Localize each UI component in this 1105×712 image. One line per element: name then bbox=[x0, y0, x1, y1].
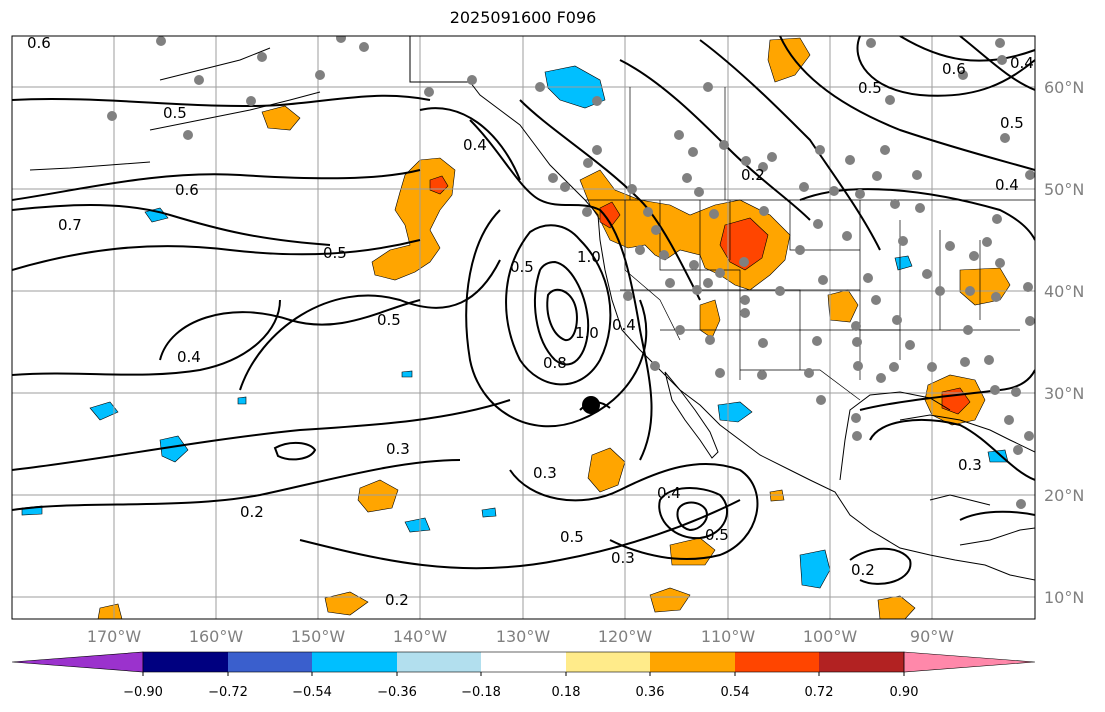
lon-label: 160°W bbox=[189, 627, 244, 646]
lon-label: 130°W bbox=[496, 627, 551, 646]
contour-label: 0.5 bbox=[163, 104, 187, 122]
colorbar-tick-label: −0.72 bbox=[208, 685, 248, 700]
colorbar: −0.90 −0.72 −0.54 −0.36 −0.18 0.18 0.36 … bbox=[11, 651, 1036, 700]
contour-label: 0.4 bbox=[177, 348, 201, 366]
lat-label: 20°N bbox=[1044, 486, 1084, 505]
lon-label: 100°W bbox=[803, 627, 858, 646]
colorbar-segment bbox=[143, 652, 228, 672]
colorbar-tick-label: −0.54 bbox=[292, 685, 332, 700]
colorbar-segment bbox=[312, 652, 397, 672]
station-dots bbox=[107, 36, 1035, 509]
contour-label-group: 0.6 0.5 0.6 0.7 0.5 0.5 0.4 0.3 0.2 0.4 … bbox=[27, 34, 1034, 609]
colorbar-tick-label: 0.36 bbox=[636, 685, 665, 700]
contour-label: 0.4 bbox=[463, 136, 487, 154]
lon-label: 140°W bbox=[393, 627, 448, 646]
colorbar-tick-label: −0.36 bbox=[377, 685, 417, 700]
contour-label: 0.7 bbox=[58, 216, 82, 234]
contour-label: 0.5 bbox=[858, 79, 882, 97]
contour-lines bbox=[12, 36, 1035, 585]
colorbar-segment bbox=[397, 652, 481, 672]
colorbar-tick-label: −0.90 bbox=[123, 685, 163, 700]
map-frame bbox=[11, 35, 1036, 620]
contour-label: 0.2 bbox=[851, 561, 875, 579]
contour-label: 0.4 bbox=[1010, 54, 1034, 72]
lon-label: 150°W bbox=[291, 627, 346, 646]
contour-label: 0.2 bbox=[385, 591, 409, 609]
contour-label: 0.5 bbox=[377, 311, 401, 329]
lat-label: 60°N bbox=[1044, 78, 1084, 97]
contour-label: 0.3 bbox=[958, 456, 982, 474]
contour-label: 0.5 bbox=[510, 258, 534, 276]
contour-label: 0.2 bbox=[741, 166, 765, 184]
state-borders bbox=[585, 87, 1035, 401]
colorbar-tick-label: −0.18 bbox=[461, 685, 501, 700]
colorbar-tick-label: 0.90 bbox=[890, 685, 919, 700]
colorbar-tick-label: 0.54 bbox=[721, 685, 750, 700]
contour-label: 1.0 bbox=[577, 248, 601, 266]
contour-label: 0.3 bbox=[386, 440, 410, 458]
contour-label: 0.4 bbox=[657, 484, 681, 502]
latitude-labels: 60°N 50°N 40°N 30°N 20°N 10°N bbox=[1044, 78, 1084, 607]
contour-label: 0.5 bbox=[1000, 114, 1024, 132]
colorbar-segment bbox=[819, 652, 904, 672]
lat-label: 10°N bbox=[1044, 588, 1084, 607]
colorbar-tick-label: 0.72 bbox=[805, 685, 834, 700]
gridlines bbox=[12, 36, 1035, 619]
contour-label: 0.8 bbox=[543, 354, 567, 372]
colorbar-segment bbox=[566, 652, 650, 672]
contour-label: 0.6 bbox=[942, 60, 966, 78]
longitude-labels: 170°W 160°W 150°W 140°W 130°W 120°W 110°… bbox=[87, 627, 954, 646]
colorbar-tick-label: 0.18 bbox=[552, 685, 581, 700]
lat-label: 50°N bbox=[1044, 180, 1084, 199]
colorbar-segment bbox=[481, 652, 566, 672]
contour-label: 0.3 bbox=[533, 464, 557, 482]
contour-label: 0.3 bbox=[611, 549, 635, 567]
lat-label: 30°N bbox=[1044, 384, 1084, 403]
contour-label: 0.6 bbox=[27, 34, 51, 52]
center-point-marker bbox=[582, 396, 600, 414]
lon-label: 170°W bbox=[87, 627, 142, 646]
contour-label: 0.2 bbox=[240, 503, 264, 521]
contour-label: 0.5 bbox=[323, 244, 347, 262]
colorbar-segment bbox=[228, 652, 312, 672]
lon-label: 90°W bbox=[910, 627, 954, 646]
contour-label: 0.4 bbox=[995, 176, 1019, 194]
contour-label: 0.5 bbox=[705, 526, 729, 544]
contour-label: 0.4 bbox=[612, 316, 636, 334]
colorbar-min-extension bbox=[11, 651, 144, 673]
lon-label: 110°W bbox=[701, 627, 756, 646]
contour-label: 1.0 bbox=[575, 324, 599, 342]
colorbar-max-extension bbox=[903, 651, 1036, 673]
colorbar-segment bbox=[650, 652, 735, 672]
colorbar-segment bbox=[735, 652, 819, 672]
lon-label: 120°W bbox=[598, 627, 653, 646]
contour-label: 0.6 bbox=[175, 181, 199, 199]
map-title: 2025091600 F096 bbox=[449, 8, 597, 27]
lat-label: 40°N bbox=[1044, 282, 1084, 301]
contour-label: 0.5 bbox=[560, 528, 584, 546]
